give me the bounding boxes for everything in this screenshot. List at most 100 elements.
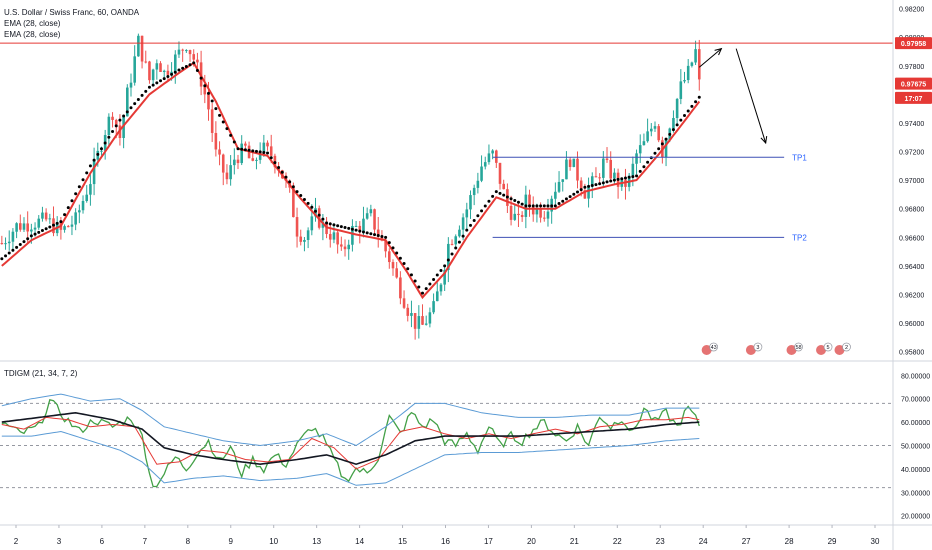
candle-body[interactable] <box>683 80 686 82</box>
candle-body[interactable] <box>328 234 332 240</box>
candle-body[interactable] <box>646 131 649 142</box>
candle-body[interactable] <box>642 141 646 146</box>
candle-body[interactable] <box>568 159 572 167</box>
candle-body[interactable] <box>240 143 243 164</box>
candle-body[interactable] <box>509 205 513 220</box>
ema-line-red[interactable] <box>1 61 701 300</box>
candle-body[interactable] <box>37 218 41 228</box>
ema-line-dotted[interactable] <box>0 61 701 295</box>
candle-body[interactable] <box>435 291 439 302</box>
candle-body[interactable] <box>650 128 653 132</box>
candle-body[interactable] <box>140 35 144 62</box>
price-tag-countdown[interactable]: 17:07 <box>895 91 932 104</box>
candle-body[interactable] <box>122 116 125 139</box>
candle-body[interactable] <box>391 262 395 269</box>
candle-body[interactable] <box>554 191 557 199</box>
candle-body[interactable] <box>424 323 428 325</box>
candle-body[interactable] <box>137 35 140 57</box>
candle-body[interactable] <box>410 313 413 316</box>
candle-body[interactable] <box>343 246 347 250</box>
candle-body[interactable] <box>447 243 450 270</box>
candle-body[interactable] <box>657 126 660 141</box>
candle-body[interactable] <box>638 145 642 154</box>
candle-body[interactable] <box>4 243 7 245</box>
candle-body[interactable] <box>306 230 310 240</box>
candle-body[interactable] <box>159 63 162 73</box>
candle-body[interactable] <box>465 209 469 218</box>
candle-body[interactable] <box>428 312 432 324</box>
candle-body[interactable] <box>679 81 683 99</box>
candle-body[interactable] <box>602 158 605 178</box>
candle-body[interactable] <box>133 56 136 83</box>
candle-body[interactable] <box>192 54 196 60</box>
candle-body[interactable] <box>92 159 96 185</box>
candle-body[interactable] <box>354 225 358 227</box>
candle-body[interactable] <box>458 229 461 237</box>
candle-body[interactable] <box>299 236 303 242</box>
candle-body[interactable] <box>613 172 616 179</box>
upper-band-line[interactable] <box>1 393 700 447</box>
candle-body[interactable] <box>218 149 221 155</box>
base-line[interactable] <box>1 411 700 466</box>
candle-body[interactable] <box>78 210 81 213</box>
candle-body[interactable] <box>336 232 339 245</box>
symbol-title[interactable]: U.S. Dollar / Swiss Franc, 60, OANDA <box>4 8 140 17</box>
candle-body[interactable] <box>233 159 236 166</box>
candle-body[interactable] <box>114 119 118 126</box>
candle-body[interactable] <box>686 65 690 81</box>
candle-body[interactable] <box>502 183 505 190</box>
candle-body[interactable] <box>590 176 594 187</box>
candle-body[interactable] <box>362 218 365 232</box>
candle-body[interactable] <box>432 301 435 313</box>
candle-body[interactable] <box>177 49 181 55</box>
candle-body[interactable] <box>517 213 520 216</box>
candle-body[interactable] <box>48 218 52 220</box>
candle-body[interactable] <box>439 284 443 292</box>
candle-body[interactable] <box>476 180 480 188</box>
candle-body[interactable] <box>107 116 111 135</box>
candle-body[interactable] <box>587 186 590 199</box>
candle-body[interactable] <box>557 181 561 192</box>
candle-body[interactable] <box>579 180 583 191</box>
candle-body[interactable] <box>185 50 188 52</box>
candle-body[interactable] <box>244 143 247 146</box>
candle-body[interactable] <box>421 316 424 325</box>
candle-body[interactable] <box>539 208 542 218</box>
candle-body[interactable] <box>255 159 258 161</box>
candle-body[interactable] <box>535 208 539 215</box>
candle-body[interactable] <box>498 162 502 184</box>
candle-body[interactable] <box>542 217 546 219</box>
candle-body[interactable] <box>151 69 155 81</box>
candle-body[interactable] <box>332 232 336 240</box>
candle-body[interactable] <box>347 244 351 250</box>
candle-body[interactable] <box>221 154 225 173</box>
candle-body[interactable] <box>210 109 214 133</box>
candle-body[interactable] <box>225 172 229 180</box>
candle-body[interactable] <box>694 49 697 63</box>
candle-body[interactable] <box>520 215 524 217</box>
candle-body[interactable] <box>258 151 262 160</box>
candle-body[interactable] <box>672 117 675 129</box>
candle-body[interactable] <box>74 212 77 225</box>
candle-body[interactable] <box>303 239 306 242</box>
candle-body[interactable] <box>565 159 568 180</box>
candle-body[interactable] <box>395 268 398 278</box>
candle-body[interactable] <box>89 184 92 195</box>
candle-body[interactable] <box>11 231 15 242</box>
candle-body[interactable] <box>126 87 129 117</box>
candle-body[interactable] <box>690 62 694 66</box>
candle-body[interactable] <box>546 211 550 219</box>
candle-body[interactable] <box>81 201 85 211</box>
candle-body[interactable] <box>365 213 369 219</box>
candle-body[interactable] <box>697 49 701 80</box>
candle-body[interactable] <box>262 142 266 152</box>
candle-body[interactable] <box>85 194 89 202</box>
indicator-title[interactable]: TDIGM (21, 34, 7, 2) <box>4 369 78 378</box>
candle-body[interactable] <box>513 213 517 220</box>
candle-body[interactable] <box>166 70 170 75</box>
candle-body[interactable] <box>384 240 387 252</box>
candle-body[interactable] <box>406 307 410 316</box>
candle-body[interactable] <box>41 212 44 219</box>
ema-legend-2[interactable]: EMA (28, close) <box>4 30 61 39</box>
